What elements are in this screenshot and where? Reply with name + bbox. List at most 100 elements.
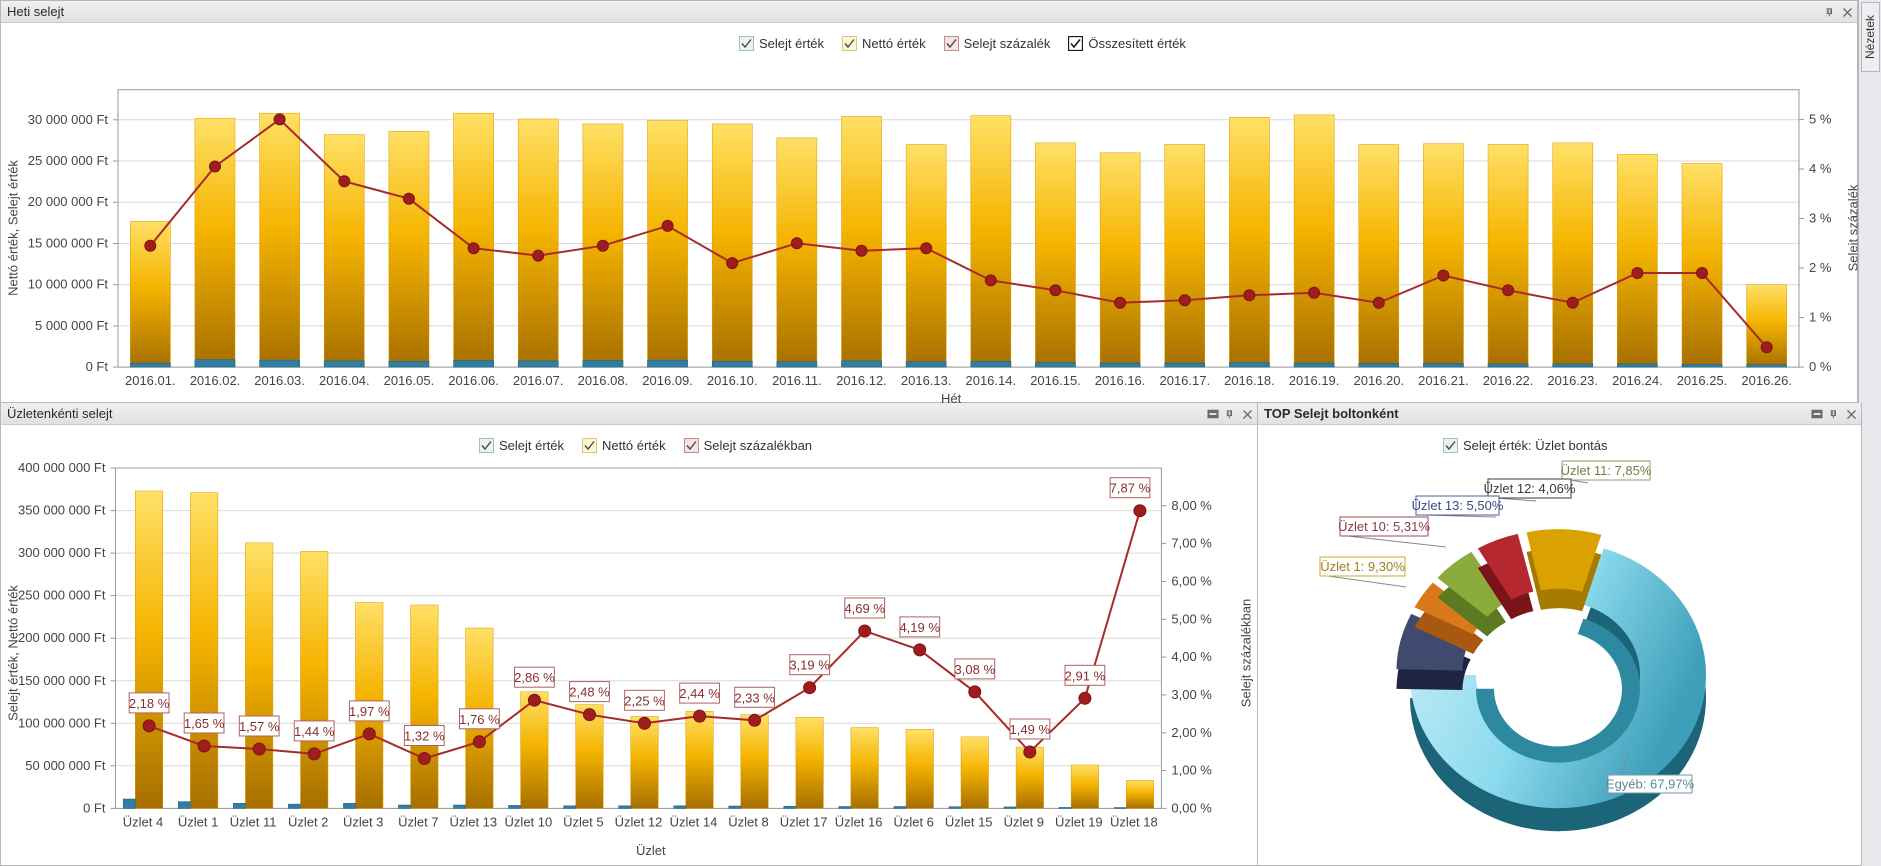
- svg-text:2,00 %: 2,00 %: [1171, 725, 1212, 740]
- svg-text:Üzlet 6: Üzlet 6: [893, 814, 933, 829]
- svg-text:350 000 000 Ft: 350 000 000 Ft: [18, 503, 106, 518]
- svg-text:2,18 %: 2,18 %: [129, 696, 170, 711]
- svg-text:300 000 000 Ft: 300 000 000 Ft: [18, 545, 106, 560]
- svg-text:Üzlet 3: Üzlet 3: [343, 814, 383, 829]
- svg-text:5,00 %: 5,00 %: [1171, 611, 1212, 626]
- svg-text:4,00 %: 4,00 %: [1171, 649, 1212, 664]
- svg-text:1,49 %: 1,49 %: [1010, 722, 1051, 737]
- svg-text:3 %: 3 %: [1809, 211, 1832, 226]
- svg-text:2016.12.: 2016.12.: [836, 373, 887, 388]
- svg-text:2016.13.: 2016.13.: [901, 373, 952, 388]
- svg-text:2,25 %: 2,25 %: [624, 693, 665, 708]
- svg-text:6,00 %: 6,00 %: [1171, 574, 1212, 589]
- svg-text:Üzlet 14: Üzlet 14: [670, 814, 718, 829]
- svg-text:2016.02.: 2016.02.: [190, 373, 241, 388]
- svg-text:Üzlet 7: Üzlet 7: [398, 814, 438, 829]
- svg-text:25 000 000 Ft: 25 000 000 Ft: [28, 153, 109, 168]
- svg-text:2016.01.: 2016.01.: [125, 373, 176, 388]
- svg-text:1,32 %: 1,32 %: [404, 729, 445, 744]
- svg-text:2,48 %: 2,48 %: [569, 685, 610, 700]
- svg-text:10 000 000 Ft: 10 000 000 Ft: [28, 277, 109, 292]
- svg-text:1,44 %: 1,44 %: [294, 724, 335, 739]
- svg-text:1,97 %: 1,97 %: [349, 704, 390, 719]
- svg-text:2016.09.: 2016.09.: [642, 373, 693, 388]
- svg-text:4 %: 4 %: [1809, 161, 1832, 176]
- svg-text:400 000 000 Ft: 400 000 000 Ft: [18, 460, 106, 475]
- svg-text:Üzlet 13: 5,50%: Üzlet 13: 5,50%: [1412, 498, 1504, 513]
- svg-text:2016.23.: 2016.23.: [1547, 373, 1598, 388]
- svg-text:3,00 %: 3,00 %: [1171, 687, 1212, 702]
- svg-text:1 %: 1 %: [1809, 310, 1832, 325]
- svg-text:Üzlet 1: 9,30%: Üzlet 1: 9,30%: [1320, 559, 1405, 574]
- svg-text:2,91 %: 2,91 %: [1065, 668, 1106, 683]
- svg-text:0 Ft: 0 Ft: [86, 359, 109, 374]
- svg-text:3,19 %: 3,19 %: [789, 658, 830, 673]
- svg-text:2016.15.: 2016.15.: [1030, 373, 1081, 388]
- svg-text:2,33 %: 2,33 %: [734, 690, 775, 705]
- svg-text:2016.06.: 2016.06.: [448, 373, 499, 388]
- svg-text:7,00 %: 7,00 %: [1171, 536, 1212, 551]
- svg-text:20 000 000 Ft: 20 000 000 Ft: [28, 194, 109, 209]
- svg-text:1,76 %: 1,76 %: [459, 712, 500, 727]
- svg-text:150 000 000 Ft: 150 000 000 Ft: [18, 673, 106, 688]
- svg-text:Üzlet 12: 4,06%: Üzlet 12: 4,06%: [1484, 481, 1576, 496]
- svg-text:2016.20.: 2016.20.: [1353, 373, 1404, 388]
- svg-text:2016.14.: 2016.14.: [965, 373, 1016, 388]
- svg-text:0 Ft: 0 Ft: [83, 800, 106, 815]
- svg-text:Üzlet 16: Üzlet 16: [835, 814, 883, 829]
- svg-text:7,87 %: 7,87 %: [1110, 481, 1151, 496]
- svg-text:2016.11.: 2016.11.: [772, 373, 822, 388]
- svg-text:Üzlet 10: 5,31%: Üzlet 10: 5,31%: [1338, 519, 1430, 534]
- svg-text:2016.25.: 2016.25.: [1677, 373, 1728, 388]
- svg-text:2,86 %: 2,86 %: [514, 670, 555, 685]
- svg-text:Üzlet 4: Üzlet 4: [123, 814, 163, 829]
- svg-text:5 000 000 Ft: 5 000 000 Ft: [35, 318, 108, 333]
- svg-text:4,19 %: 4,19 %: [899, 620, 940, 635]
- svg-text:Üzlet 17: Üzlet 17: [780, 814, 828, 829]
- svg-text:2016.24.: 2016.24.: [1612, 373, 1663, 388]
- svg-text:2 %: 2 %: [1809, 260, 1832, 275]
- svg-text:2016.10.: 2016.10.: [707, 373, 758, 388]
- svg-text:Üzlet 9: Üzlet 9: [1004, 814, 1044, 829]
- svg-text:Üzlet 15: Üzlet 15: [945, 814, 993, 829]
- svg-text:2016.03.: 2016.03.: [254, 373, 305, 388]
- svg-text:0,00 %: 0,00 %: [1171, 800, 1212, 815]
- svg-text:2016.18.: 2016.18.: [1224, 373, 1275, 388]
- svg-text:5 %: 5 %: [1809, 111, 1832, 126]
- svg-text:8,00 %: 8,00 %: [1171, 498, 1212, 513]
- svg-text:Üzlet 11: Üzlet 11: [230, 814, 277, 829]
- svg-text:2016.19.: 2016.19.: [1289, 373, 1340, 388]
- svg-text:50 000 000 Ft: 50 000 000 Ft: [25, 758, 106, 773]
- svg-text:2016.17.: 2016.17.: [1159, 373, 1210, 388]
- svg-text:Üzlet 10: Üzlet 10: [505, 814, 553, 829]
- svg-text:Üzlet 1: Üzlet 1: [178, 814, 218, 829]
- svg-text:Üzlet 8: Üzlet 8: [728, 814, 768, 829]
- svg-text:Üzlet 13: Üzlet 13: [449, 814, 497, 829]
- svg-text:Üzlet 2: Üzlet 2: [288, 814, 328, 829]
- svg-text:200 000 000 Ft: 200 000 000 Ft: [18, 630, 106, 645]
- svg-text:Egyéb: 67,97%: Egyéb: 67,97%: [1606, 777, 1695, 792]
- svg-text:Üzlet 18: Üzlet 18: [1110, 814, 1158, 829]
- svg-text:250 000 000 Ft: 250 000 000 Ft: [18, 588, 106, 603]
- svg-text:2016.08.: 2016.08.: [578, 373, 629, 388]
- svg-text:2,44 %: 2,44 %: [679, 686, 720, 701]
- svg-text:0 %: 0 %: [1809, 359, 1832, 374]
- svg-text:15 000 000 Ft: 15 000 000 Ft: [28, 236, 109, 251]
- svg-text:2016.21.: 2016.21.: [1418, 373, 1469, 388]
- svg-text:100 000 000 Ft: 100 000 000 Ft: [18, 715, 106, 730]
- svg-text:2016.05.: 2016.05.: [384, 373, 435, 388]
- svg-text:Üzlet 12: Üzlet 12: [615, 814, 663, 829]
- svg-text:2016.16.: 2016.16.: [1095, 373, 1146, 388]
- svg-text:Üzlet 5: Üzlet 5: [563, 814, 603, 829]
- svg-text:1,65 %: 1,65 %: [184, 716, 225, 731]
- svg-text:2016.26.: 2016.26.: [1741, 373, 1792, 388]
- svg-text:1,57 %: 1,57 %: [239, 719, 280, 734]
- svg-text:4,69 %: 4,69 %: [844, 601, 885, 616]
- svg-text:2016.07.: 2016.07.: [513, 373, 564, 388]
- svg-text:30 000 000 Ft: 30 000 000 Ft: [28, 112, 109, 127]
- svg-text:Üzlet 19: Üzlet 19: [1055, 814, 1103, 829]
- svg-text:Üzlet 11: 7,85%: Üzlet 11: 7,85%: [1561, 463, 1652, 478]
- svg-text:2016.04.: 2016.04.: [319, 373, 370, 388]
- svg-text:2016.22.: 2016.22.: [1483, 373, 1534, 388]
- svg-text:1,00 %: 1,00 %: [1171, 763, 1212, 778]
